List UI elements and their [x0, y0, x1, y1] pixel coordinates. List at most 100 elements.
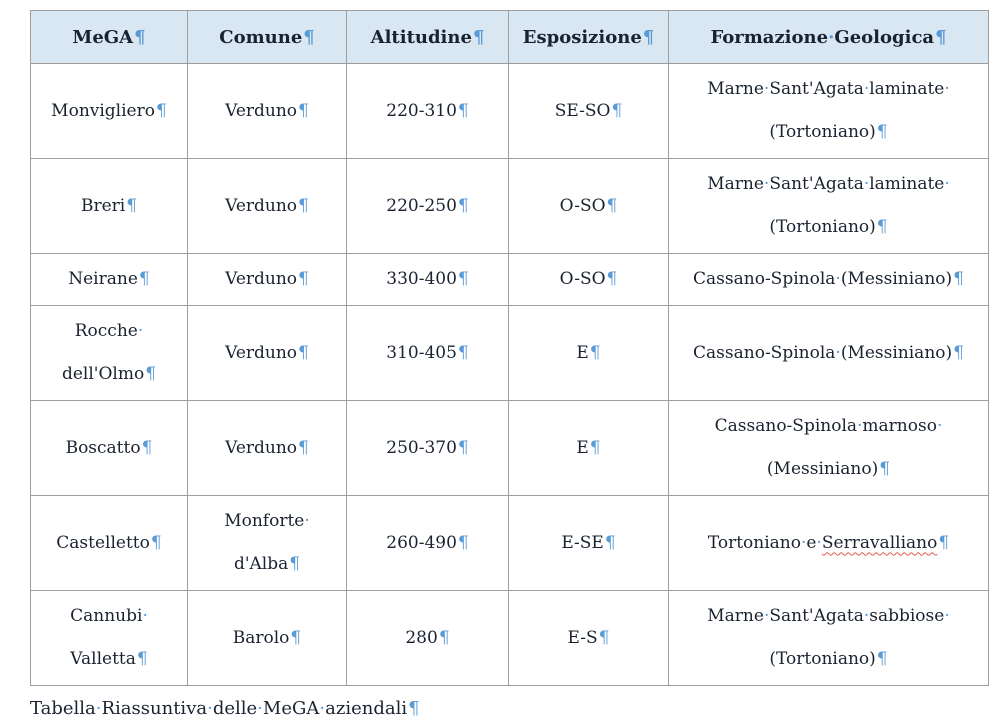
column-header-esposizione[interactable]: Esposizione¶	[508, 10, 669, 64]
pilcrow-mark: ¶	[589, 437, 601, 458]
pilcrow-mark: ¶	[953, 269, 964, 289]
pilcrow-mark: ¶	[126, 195, 138, 216]
table-header: MeGA¶ Comune¶ Altitudine¶ Esposizione¶ Forma…	[30, 10, 989, 64]
column-header-formazione[interactable]: Formazione·Geologica¶	[668, 10, 989, 64]
space-mark: ·	[828, 26, 835, 48]
cell-comune[interactable]: Barolo¶	[187, 590, 347, 686]
space-mark: ·	[857, 416, 863, 436]
pilcrow-mark: ¶	[606, 195, 618, 216]
space-mark: ·	[835, 269, 841, 289]
space-mark: ·	[863, 79, 870, 99]
space-mark: ·	[944, 79, 950, 99]
pilcrow-mark: ¶	[457, 342, 469, 363]
space-mark: ·	[816, 532, 822, 553]
pilcrow-mark: ¶	[953, 342, 964, 363]
table-caption[interactable]: Tabella·Riassuntiva·delle·MeGA·aziendali…	[30, 698, 420, 719]
cell-formazione[interactable]: Cassano-Spinola·(Messiniano)¶	[668, 305, 989, 401]
column-header-comune[interactable]: Comune¶	[187, 10, 347, 64]
cell-formazione[interactable]: Marne·Sant'Agata·laminate· (Tortoniano)¶	[668, 158, 989, 254]
cell-comune[interactable]: Monforte· d'Alba¶	[187, 495, 347, 591]
pilcrow-mark: ¶	[298, 342, 309, 363]
space-mark: ·	[863, 606, 870, 626]
space-mark: ·	[763, 606, 770, 626]
cell-altitudine[interactable]: 280¶	[346, 590, 509, 686]
table-row: Cannubi· Valletta¶ Barolo¶ 280¶ E-S¶ Marne·Sa…	[30, 590, 989, 686]
pilcrow-mark: ¶	[589, 342, 601, 363]
cell-mega[interactable]: Breri¶	[30, 158, 188, 254]
cell-altitudine[interactable]: 330-400¶	[346, 253, 509, 306]
cell-altitudine[interactable]: 250-370¶	[346, 400, 509, 496]
cell-esposizione[interactable]: O-SO¶	[508, 158, 669, 254]
pilcrow-mark: ¶	[642, 26, 655, 48]
space-mark: ·	[207, 698, 213, 719]
pilcrow-mark: ¶	[879, 459, 891, 479]
cell-altitudine[interactable]: 260-490¶	[346, 495, 509, 591]
space-mark: ·	[944, 174, 950, 194]
space-mark: ·	[319, 698, 326, 719]
cell-formazione[interactable]: Marne·Sant'Agata·laminate· (Tortoniano)¶	[668, 63, 989, 159]
cell-mega[interactable]: Cannubi· Valletta¶	[30, 590, 188, 686]
pilcrow-mark: ¶	[290, 627, 302, 648]
pilcrow-mark: ¶	[611, 100, 623, 121]
space-mark: ·	[763, 174, 770, 194]
pilcrow-mark: ¶	[472, 26, 485, 48]
cell-altitudine[interactable]: 310-405¶	[346, 305, 509, 401]
pilcrow-mark: ¶	[289, 554, 301, 574]
pilcrow-mark: ¶	[134, 26, 146, 48]
cell-comune[interactable]: Verduno¶	[187, 400, 347, 496]
space-mark: ·	[763, 79, 770, 99]
space-mark: ·	[835, 342, 841, 363]
table-body: Monvigliero¶ Verduno¶ 220-310¶ SE-SO¶ Marne·…	[30, 63, 989, 686]
space-mark: ·	[944, 606, 950, 626]
pilcrow-mark: ¶	[457, 195, 469, 216]
space-mark: ·	[257, 698, 263, 719]
cell-comune[interactable]: Verduno¶	[187, 253, 347, 306]
cell-mega[interactable]: Monvigliero¶	[30, 63, 188, 159]
cell-mega[interactable]: Rocche· dell'Olmo¶	[30, 305, 188, 401]
cell-esposizione[interactable]: O-SO¶	[508, 253, 669, 306]
pilcrow-mark: ¶	[457, 100, 469, 121]
cell-formazione[interactable]: Tortoniano·e·Serravalliano¶	[668, 495, 989, 591]
pilcrow-mark: ¶	[876, 217, 888, 237]
space-mark: ·	[137, 321, 144, 341]
cell-comune[interactable]: Verduno¶	[187, 158, 347, 254]
column-header-mega[interactable]: MeGA¶	[30, 10, 188, 64]
table-row: Rocche· dell'Olmo¶ Verduno¶ 310-405¶ E¶ Cassa…	[30, 305, 989, 401]
mega-table: MeGA¶ Comune¶ Altitudine¶ Esposizione¶ Forma…	[30, 10, 989, 686]
cell-mega[interactable]: Neirane¶	[30, 253, 188, 306]
pilcrow-mark: ¶	[598, 627, 610, 648]
pilcrow-mark: ¶	[606, 269, 618, 289]
space-mark: ·	[800, 532, 807, 553]
pilcrow-mark: ¶	[457, 269, 469, 289]
pilcrow-mark: ¶	[876, 122, 888, 142]
cell-formazione[interactable]: Cassano-Spinola·marnoso· (Messiniano)¶	[668, 400, 989, 496]
pilcrow-mark: ¶	[298, 100, 309, 121]
cell-esposizione[interactable]: E¶	[508, 305, 669, 401]
cell-esposizione[interactable]: E-S¶	[508, 590, 669, 686]
pilcrow-mark: ¶	[876, 649, 888, 669]
pilcrow-mark: ¶	[155, 100, 167, 121]
pilcrow-mark: ¶	[935, 26, 947, 48]
cell-esposizione[interactable]: E¶	[508, 400, 669, 496]
cell-mega[interactable]: Boscatto¶	[30, 400, 188, 496]
pilcrow-mark: ¶	[145, 364, 157, 384]
pilcrow-mark: ¶	[298, 195, 309, 216]
pilcrow-mark: ¶	[938, 532, 950, 553]
pilcrow-mark: ¶	[604, 532, 616, 553]
cell-altitudine[interactable]: 220-310¶	[346, 63, 509, 159]
pilcrow-mark: ¶	[141, 437, 153, 458]
cell-formazione[interactable]: Cassano-Spinola·(Messiniano)¶	[668, 253, 989, 306]
pilcrow-mark: ¶	[303, 26, 315, 48]
pilcrow-mark: ¶	[298, 269, 309, 289]
cell-mega[interactable]: Castelletto¶	[30, 495, 188, 591]
cell-formazione[interactable]: Marne·Sant'Agata·sabbiose· (Tortoniano)¶	[668, 590, 989, 686]
pilcrow-mark: ¶	[150, 532, 162, 553]
cell-comune[interactable]: Verduno¶	[187, 305, 347, 401]
cell-esposizione[interactable]: SE-SO¶	[508, 63, 669, 159]
cell-comune[interactable]: Verduno¶	[187, 63, 347, 159]
space-mark: ·	[142, 606, 148, 626]
cell-altitudine[interactable]: 220-250¶	[346, 158, 509, 254]
column-header-altitudine[interactable]: Altitudine¶	[346, 10, 509, 64]
cell-esposizione[interactable]: E-SE¶	[508, 495, 669, 591]
